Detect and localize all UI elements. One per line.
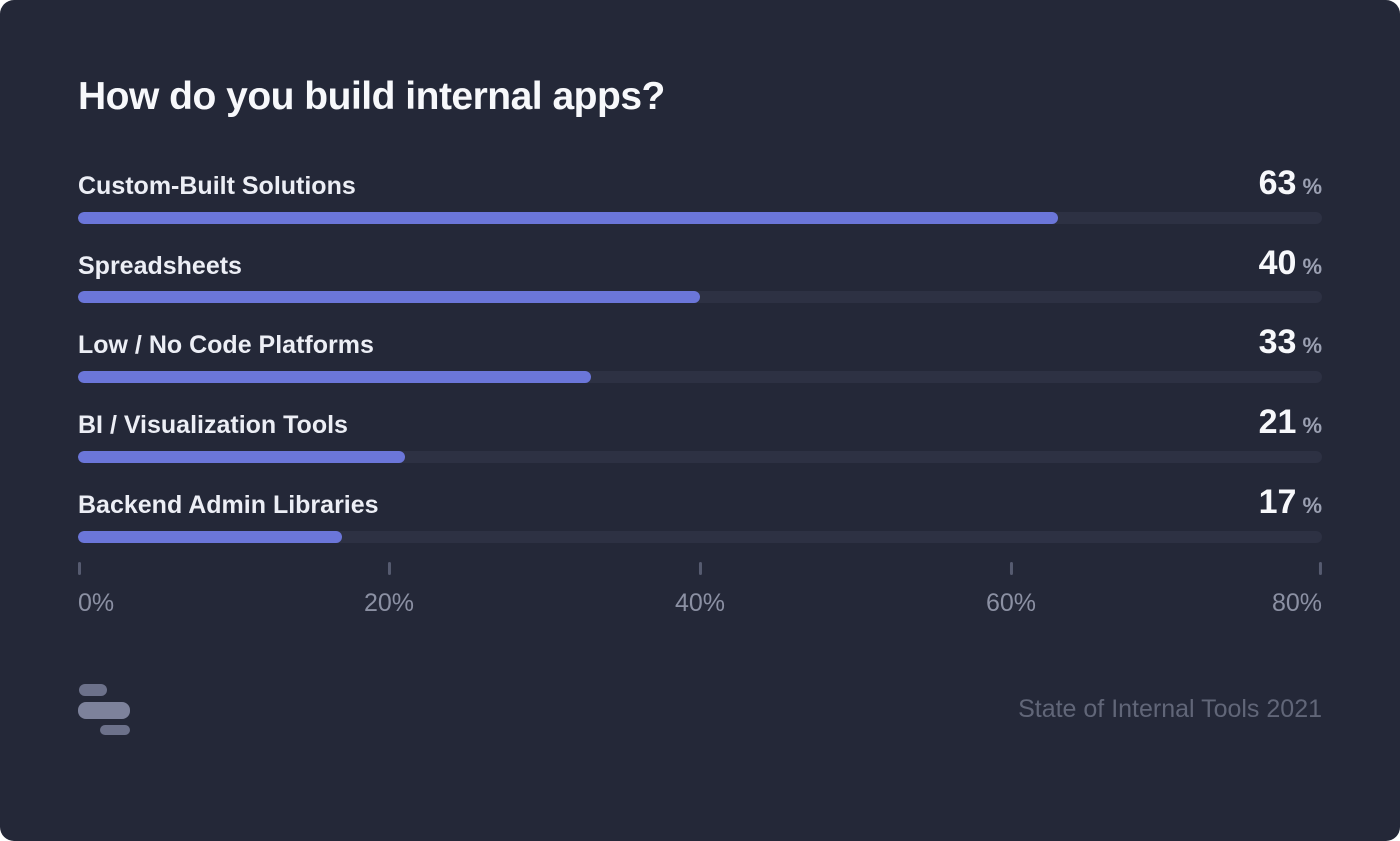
axis-tick-mark [698,561,702,575]
bar-value: 33 [1258,323,1297,362]
bar-value-group: 63% [1259,163,1322,204]
bar-row-head: Custom-Built Solutions 63% [78,163,1322,204]
axis-tick: 80% [1271,561,1322,618]
bar-label: Custom-Built Solutions [78,171,356,200]
footer: State of Internal Tools 2021 [78,683,1322,735]
bar-label: Low / No Code Platforms [78,331,374,360]
bar-percent-sign: % [1302,173,1322,199]
bar-value-group: 17% [1259,482,1322,523]
axis-tick-label: 20% [363,588,415,617]
bar-row: Low / No Code Platforms 33% [78,322,1322,384]
bar-rows: Custom-Built Solutions 63% Spreadsheets … [78,163,1322,543]
bar-value-group: 33% [1259,322,1322,363]
bar-fill [78,530,343,543]
bar-value-group: 21% [1259,402,1322,443]
axis-tick-label: 80% [1271,588,1322,617]
x-axis: 0% 20% 40% 60% 80% [78,561,1322,620]
axis-tick: 60% [985,561,1037,618]
footer-caption: State of Internal Tools 2021 [1018,694,1322,723]
axis-tick: 20% [363,561,415,618]
axis-tick-mark [1319,561,1322,575]
bar-fill [78,291,700,304]
bar-value: 17 [1258,482,1297,521]
bar-row-head: Spreadsheets 40% [78,243,1322,284]
bar-percent-sign: % [1302,253,1322,279]
bar-track [78,211,1322,224]
logo-bar-top [79,683,107,696]
bar-fill [78,371,592,384]
bar-track [78,450,1322,463]
bar-row: Spreadsheets 40% [78,243,1322,304]
bar-row: Custom-Built Solutions 63% [78,163,1322,224]
bar-label: BI / Visualization Tools [78,411,348,440]
bar-row-head: Backend Admin Libraries 17% [78,482,1322,523]
bar-value-group: 40% [1259,243,1322,284]
bar-track [78,371,1322,384]
axis-tick-label: 40% [674,588,726,617]
bar-row: Backend Admin Libraries 17% [78,482,1322,543]
bar-fill [78,211,1058,224]
axis-tick-mark [387,561,391,575]
bar-fill [78,450,405,463]
bar-label: Backend Admin Libraries [78,490,379,519]
bar-row-head: BI / Visualization Tools 21% [78,402,1322,443]
axis-tick-mark [1009,561,1013,575]
bar-value: 21 [1258,403,1297,442]
bar-row-head: Low / No Code Platforms 33% [78,322,1322,363]
logo-bar-bottom [100,724,130,735]
axis-tick-label: 0% [78,588,115,617]
logo-bar-middle [78,701,130,719]
axis-tick: 40% [674,561,726,618]
bar-track [78,530,1322,543]
three-bars-logo-icon [78,683,130,735]
axis-tick-label: 60% [985,588,1037,617]
bar-value: 40 [1258,243,1297,282]
bar-track [78,291,1322,304]
bar-label: Spreadsheets [78,251,242,280]
bar-percent-sign: % [1302,333,1322,359]
axis-tick: 0% [78,561,115,618]
bar-row: BI / Visualization Tools 21% [78,402,1322,463]
chart-title: How do you build internal apps? [78,75,665,118]
bar-percent-sign: % [1302,492,1322,518]
axis-tick-mark [78,561,81,575]
bar-percent-sign: % [1302,413,1322,439]
bar-value: 63 [1258,163,1297,202]
